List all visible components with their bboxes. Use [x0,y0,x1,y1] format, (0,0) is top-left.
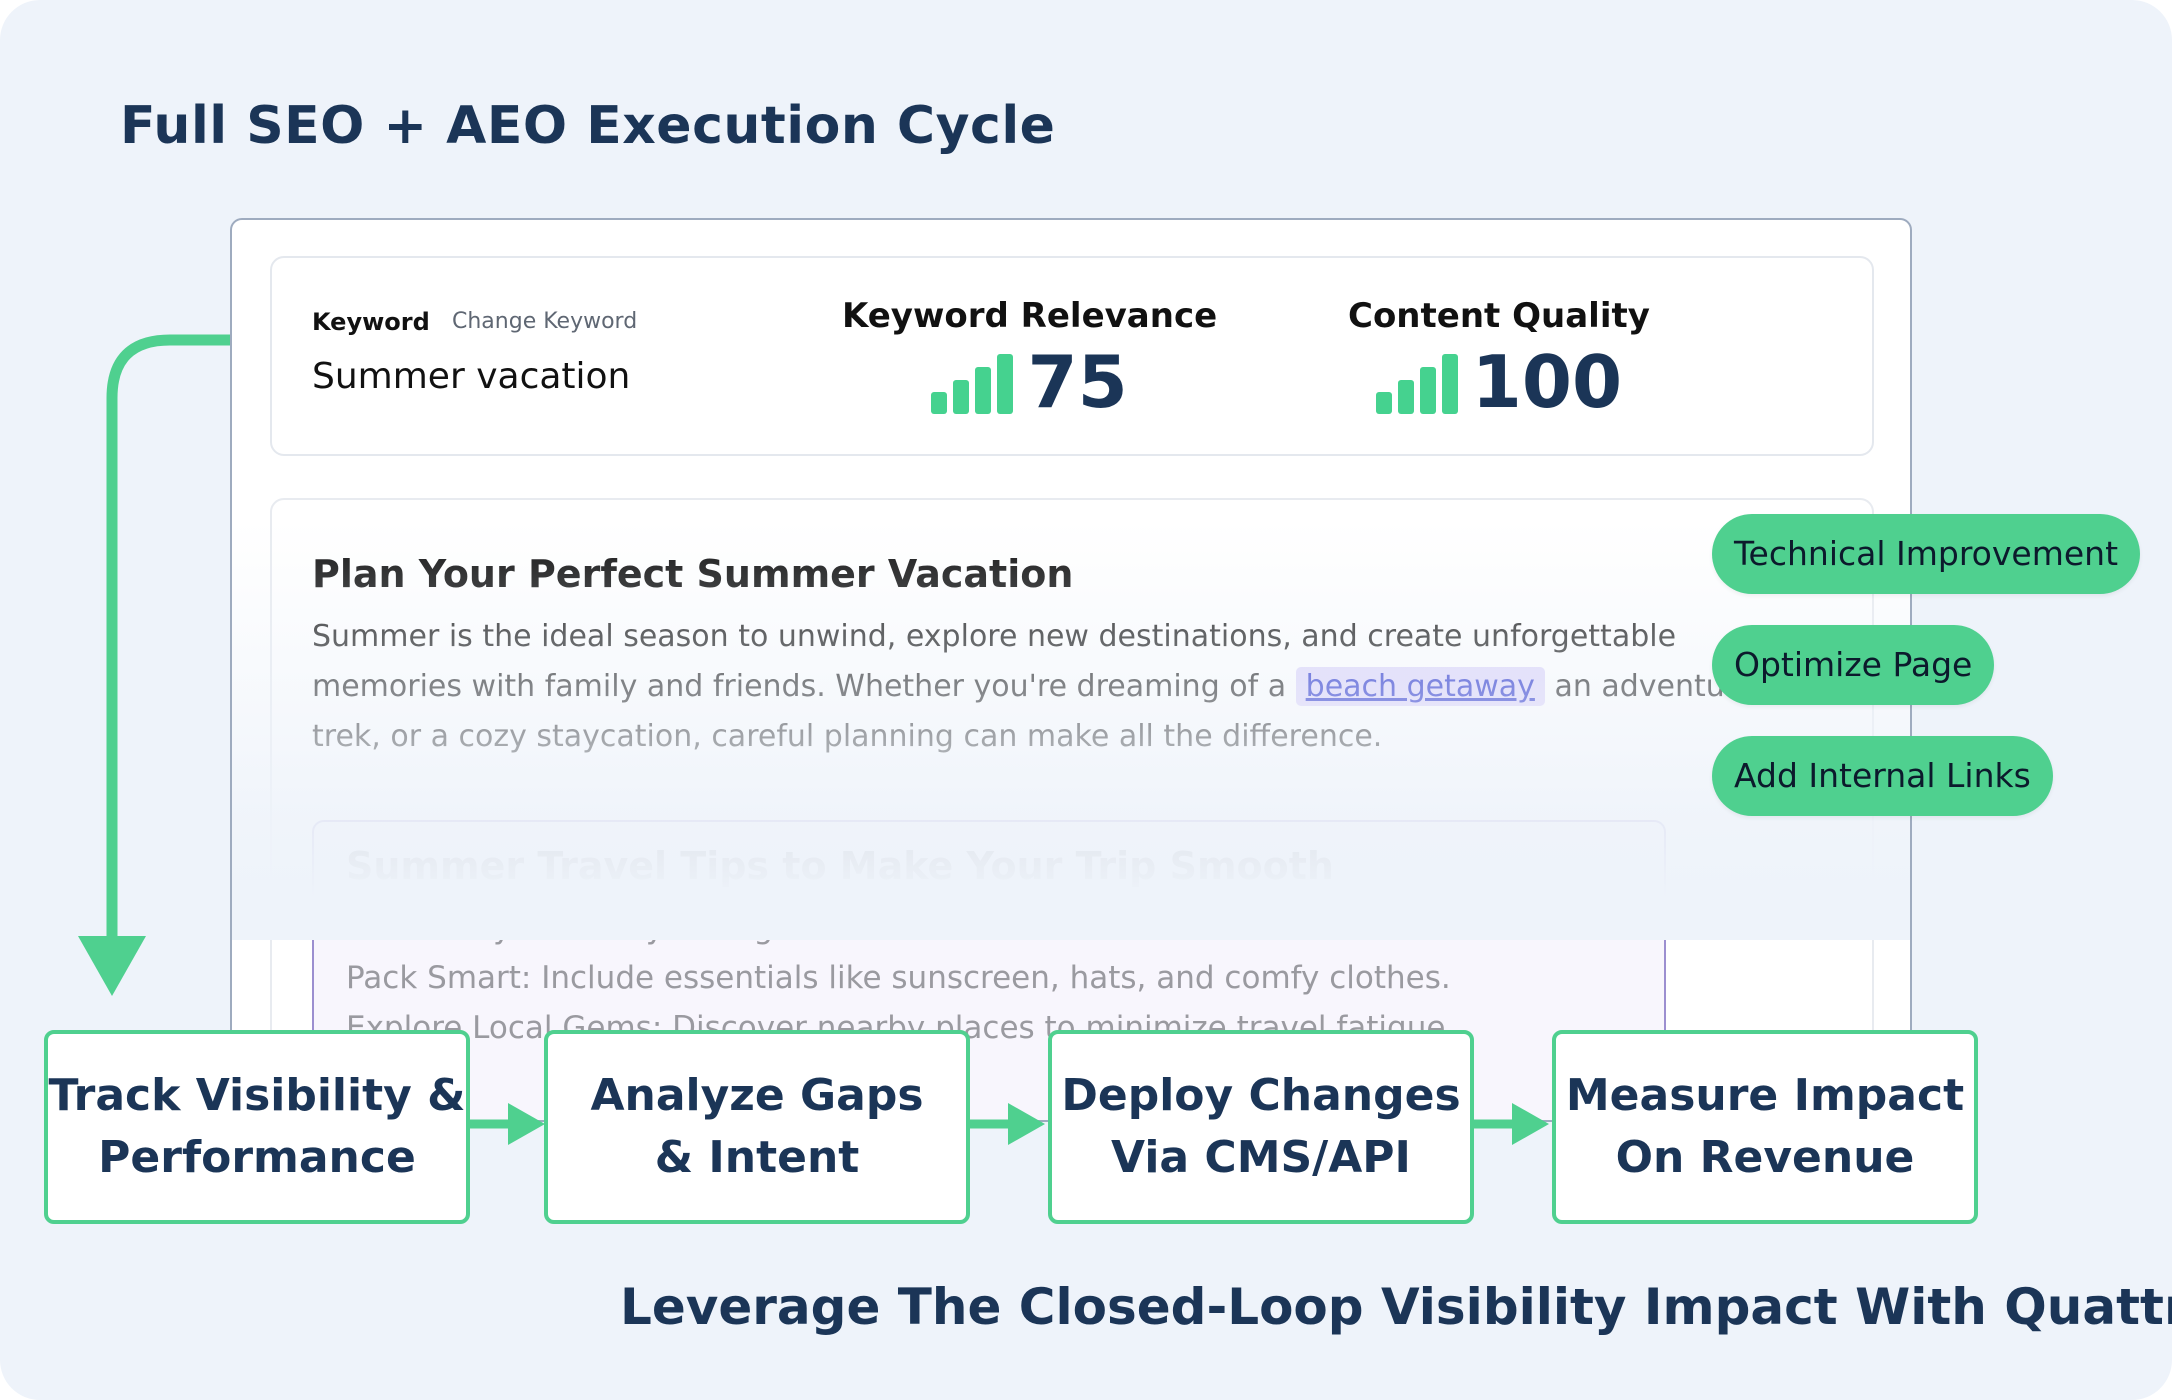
keyword-label: Keyword [312,308,430,336]
content-quality-score: 100 [1471,340,1623,424]
step-line: On Revenue [1615,1132,1915,1183]
technical-improvement-button[interactable]: Technical Improvement [1712,514,2141,594]
step-measure-impact: Measure Impact On Revenue [1552,1030,1978,1224]
content-quality-label: Content Quality [1348,296,1650,336]
keyword-relevance-label: Keyword Relevance [842,296,1218,336]
change-keyword-link[interactable]: Change Keyword [452,309,638,334]
step-line: Measure Impact [1565,1070,1965,1121]
step-line: & Intent [654,1132,860,1183]
metrics-card: Keyword Change Keyword Summer vacation K… [270,256,1874,456]
footer-tagline: Leverage The Closed-Loop Visibility Impa… [620,1278,2172,1336]
step-deploy-changes: Deploy Changes Via CMS/API [1048,1030,1474,1224]
tip-item: Pack Smart: Include essentials like suns… [346,960,1451,996]
step-line: Track Visibility & [48,1070,466,1121]
content-quality-metric: Content Quality 100 [1348,296,1650,424]
signal-bars-icon [931,354,1014,414]
keyword-relevance-metric: Keyword Relevance 75 [842,296,1218,424]
page-title: Full SEO + AEO Execution Cycle [120,96,1056,156]
step-line: Via CMS/API [1111,1132,1411,1183]
step-line: Deploy Changes [1061,1070,1461,1121]
optimize-page-button[interactable]: Optimize Page [1712,625,1995,705]
step-line: Analyze Gaps [590,1070,924,1121]
keyword-value: Summer vacation [312,356,631,397]
step-analyze-gaps: Analyze Gaps & Intent [544,1030,970,1224]
step-track-visibility: Track Visibility & Performance [44,1030,470,1224]
signal-bars-icon [1375,354,1458,414]
step-line: Performance [98,1132,416,1183]
add-internal-links-button[interactable]: Add Internal Links [1712,736,2053,816]
keyword-relevance-score: 75 [1027,340,1128,424]
